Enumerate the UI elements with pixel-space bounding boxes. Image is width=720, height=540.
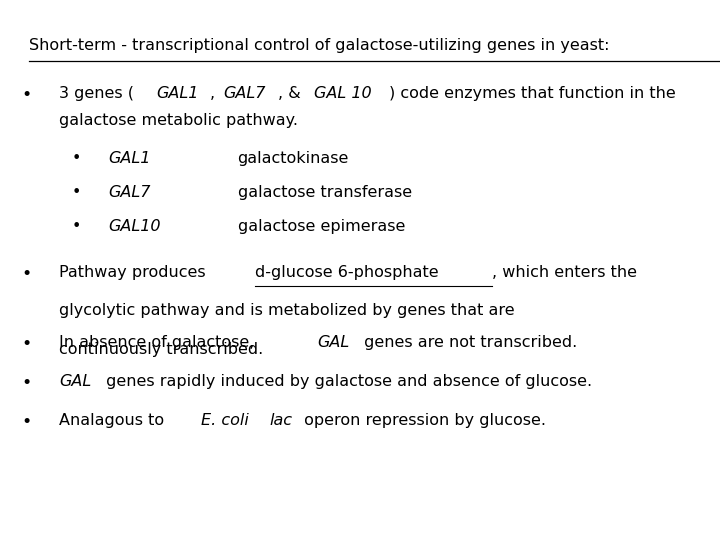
Text: galactose metabolic pathway.: galactose metabolic pathway. — [59, 113, 298, 129]
Text: •: • — [22, 86, 32, 104]
Text: , &: , & — [279, 86, 306, 102]
Text: •: • — [72, 219, 81, 234]
Text: galactose transferase: galactose transferase — [238, 185, 412, 200]
Text: •: • — [22, 265, 32, 282]
Text: operon repression by glucose.: operon repression by glucose. — [300, 413, 546, 428]
Text: In absence of galactose,: In absence of galactose, — [59, 335, 259, 350]
Text: •: • — [22, 335, 32, 353]
Text: genes rapidly induced by galactose and absence of glucose.: genes rapidly induced by galactose and a… — [101, 374, 592, 389]
Text: GAL7: GAL7 — [108, 185, 150, 200]
Text: 3 genes (: 3 genes ( — [59, 86, 134, 102]
Text: E. coli: E. coli — [202, 413, 254, 428]
Text: Analagous to: Analagous to — [59, 413, 169, 428]
Text: •: • — [72, 185, 81, 200]
Text: GAL: GAL — [318, 335, 350, 350]
Text: GAL10: GAL10 — [108, 219, 161, 234]
Text: glycolytic pathway and is metabolized by genes that are: glycolytic pathway and is metabolized by… — [59, 303, 515, 319]
Text: GAL 10: GAL 10 — [315, 86, 372, 102]
Text: continuously transcribed.: continuously transcribed. — [59, 342, 264, 357]
Text: ) code enzymes that function in the: ) code enzymes that function in the — [389, 86, 675, 102]
Text: GAL1: GAL1 — [156, 86, 198, 102]
Text: d-glucose 6-phosphate: d-glucose 6-phosphate — [255, 265, 438, 280]
Text: •: • — [72, 151, 81, 166]
Text: lac: lac — [270, 413, 293, 428]
Text: galactokinase: galactokinase — [238, 151, 349, 166]
Text: , which enters the: , which enters the — [492, 265, 636, 280]
Text: GAL: GAL — [59, 374, 91, 389]
Text: GAL1: GAL1 — [108, 151, 150, 166]
Text: genes are not transcribed.: genes are not transcribed. — [359, 335, 577, 350]
Text: •: • — [22, 374, 32, 391]
Text: GAL7: GAL7 — [224, 86, 266, 102]
Text: galactose epimerase: galactose epimerase — [238, 219, 405, 234]
Text: Pathway produces: Pathway produces — [59, 265, 211, 280]
Text: •: • — [22, 413, 32, 430]
Text: Short-term - transcriptional control of galactose-utilizing genes in yeast:: Short-term - transcriptional control of … — [29, 38, 609, 53]
Text: ,: , — [210, 86, 221, 102]
